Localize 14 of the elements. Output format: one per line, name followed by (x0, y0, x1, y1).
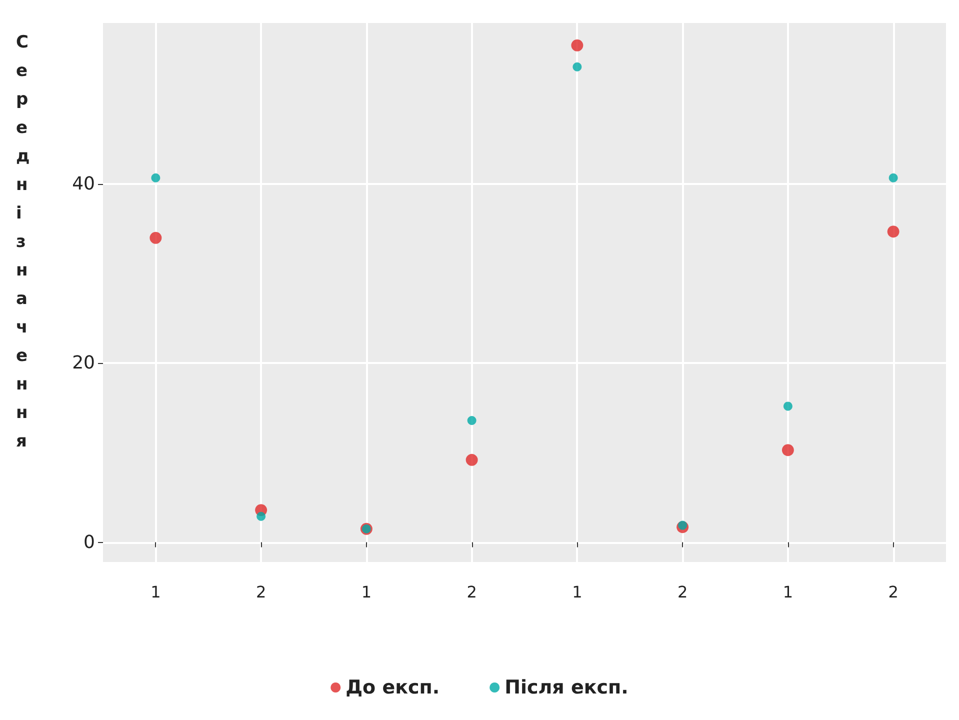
x-tick-label: 1 (572, 582, 582, 602)
legend-label: До експ. (346, 676, 440, 698)
text: Середні значення (16, 32, 30, 452)
x-tick-label: 1 (782, 582, 794, 602)
x-tick-label: 2 (256, 582, 266, 602)
legend-label: Після експ. (504, 676, 628, 698)
y-tick-label: 20 (72, 352, 95, 374)
x-tick-label: 1 (361, 582, 372, 602)
y-tick-label: 40 (72, 174, 95, 195)
y-tick-label: 0 (84, 532, 95, 553)
x-tick-label: 1 (150, 582, 161, 602)
x-tick-label: 2 (888, 582, 898, 602)
x-tick-label: 2 (677, 582, 688, 602)
x-tick-label: 2 (466, 582, 477, 602)
